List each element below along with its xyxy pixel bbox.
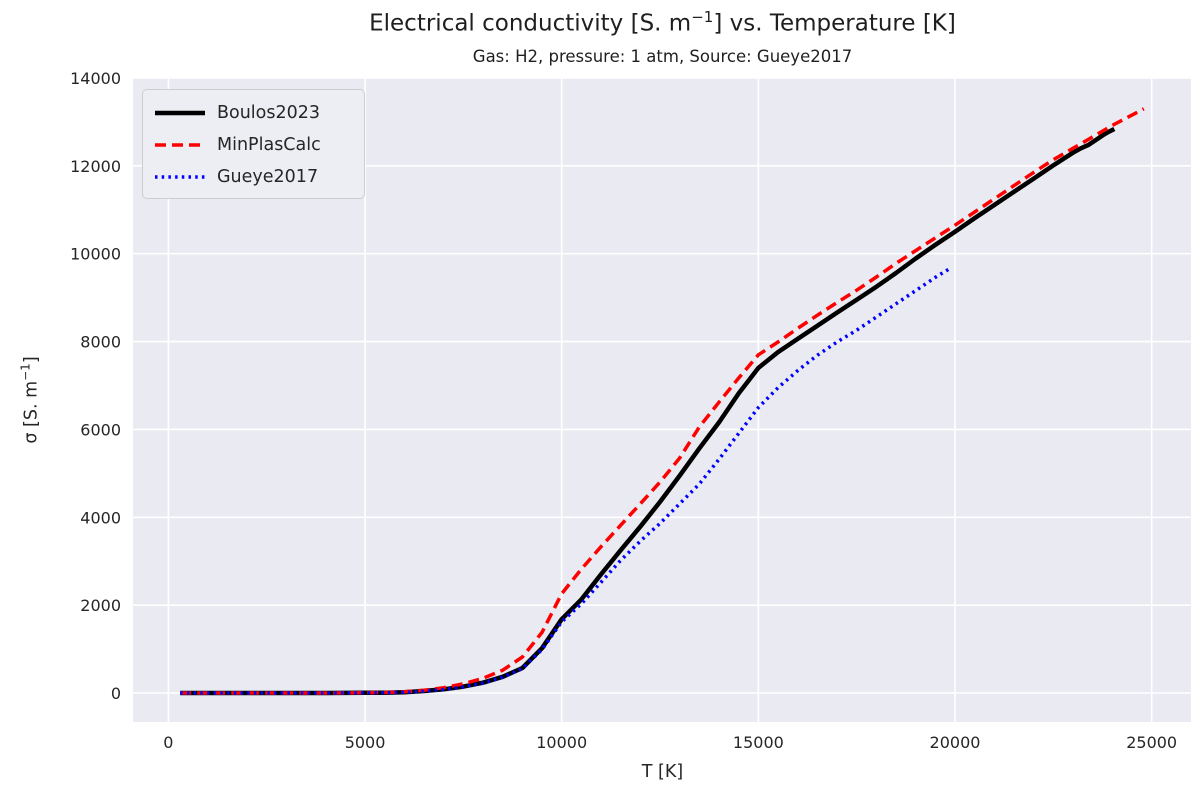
- y-tick-label: 8000: [80, 333, 121, 352]
- y-tick-label: 6000: [80, 420, 121, 439]
- y-axis-label-text: σ [S. m: [21, 380, 42, 444]
- legend: Boulos2023 MinPlasCalc Gueye2017: [142, 89, 365, 199]
- legend-item-minplascalc: MinPlasCalc: [154, 132, 354, 158]
- x-tick-label: 25000: [1126, 733, 1177, 752]
- chart-title: Electrical conductivity [S. m−1] vs. Tem…: [133, 8, 1192, 37]
- legend-line-sample-boulos2023: [155, 110, 205, 116]
- y-axis-label: σ [S. m−1]: [19, 356, 42, 443]
- legend-line-sample-gueye2017: [155, 175, 205, 179]
- legend-label: Gueye2017: [217, 167, 319, 187]
- chart-title-suffix: ] vs. Temperature [K]: [713, 10, 956, 37]
- x-axis-label: T [K]: [641, 762, 684, 782]
- legend-item-boulos2023: Boulos2023: [154, 100, 354, 126]
- legend-line-sample-minplascalc: [155, 143, 205, 147]
- y-axis-label-suffix: ]: [21, 356, 42, 364]
- legend-label: MinPlasCalc: [217, 135, 321, 155]
- series-curve-gueye2017: [180, 266, 953, 695]
- y-tick-label: 2000: [80, 596, 121, 615]
- y-tick-label: 14000: [70, 69, 121, 88]
- y-tick-label: 10000: [70, 245, 121, 264]
- x-tick-label: 0: [163, 733, 173, 752]
- chart-subtitle: Gas: H2, pressure: 1 atm, Source: Gueye2…: [472, 47, 853, 66]
- x-tick-label: 5000: [345, 733, 386, 752]
- y-tick-label: 0: [111, 684, 121, 703]
- x-tick-label: 15000: [733, 733, 784, 752]
- chart-title-text: Electrical conductivity [S. m: [369, 10, 692, 37]
- y-axis-label-superscript: −1: [18, 363, 33, 381]
- x-tick-label: 20000: [930, 733, 981, 752]
- y-tick-label: 12000: [70, 157, 121, 176]
- y-tick-label: 4000: [80, 508, 121, 527]
- x-tick-label: 10000: [536, 733, 587, 752]
- chart-title-superscript: −1: [691, 8, 714, 26]
- legend-item-gueye2017: Gueye2017: [154, 164, 354, 190]
- legend-label: Boulos2023: [217, 103, 321, 123]
- series-curve-minplascalc: [180, 107, 1145, 695]
